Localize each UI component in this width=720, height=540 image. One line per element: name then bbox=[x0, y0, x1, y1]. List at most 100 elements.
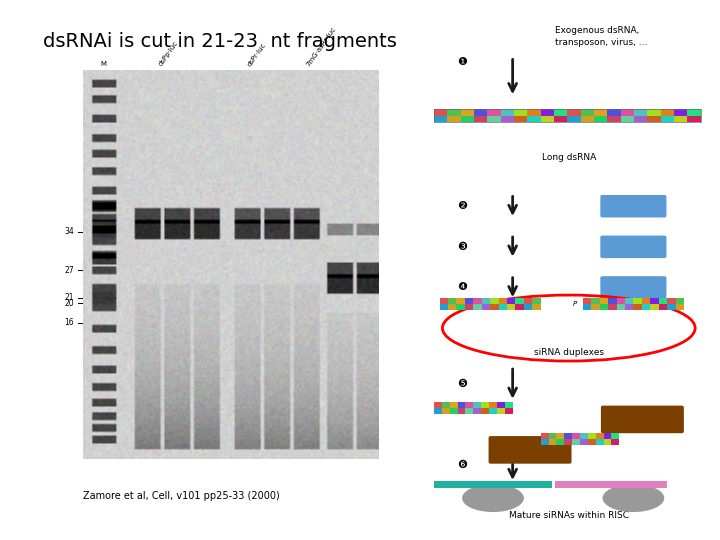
Bar bbox=[611, 438, 619, 445]
Bar bbox=[650, 304, 659, 310]
Bar bbox=[667, 304, 675, 310]
Bar bbox=[510, 481, 518, 488]
Bar bbox=[608, 116, 621, 123]
Text: Long dsRNA: Long dsRNA bbox=[541, 153, 596, 162]
Text: Helicase: Helicase bbox=[498, 446, 538, 454]
Bar bbox=[481, 402, 489, 408]
Bar bbox=[688, 109, 701, 116]
Bar bbox=[448, 298, 456, 304]
Ellipse shape bbox=[603, 484, 665, 512]
Bar bbox=[675, 298, 684, 304]
Text: ❹: ❹ bbox=[457, 282, 467, 293]
Bar bbox=[588, 438, 595, 445]
Bar bbox=[442, 408, 450, 414]
Bar bbox=[594, 116, 608, 123]
Text: Helicase: Helicase bbox=[611, 415, 650, 424]
Text: siRNA duplexes: siRNA duplexes bbox=[534, 348, 604, 357]
Bar bbox=[505, 402, 513, 408]
Bar bbox=[608, 109, 621, 116]
Bar bbox=[476, 481, 485, 488]
Bar bbox=[497, 402, 505, 408]
Bar bbox=[489, 402, 497, 408]
Bar bbox=[442, 481, 451, 488]
Bar bbox=[473, 298, 482, 304]
Bar bbox=[527, 109, 541, 116]
FancyBboxPatch shape bbox=[600, 276, 667, 299]
Bar bbox=[447, 109, 461, 116]
Bar bbox=[647, 116, 661, 123]
Bar bbox=[647, 109, 661, 116]
Bar bbox=[571, 481, 579, 488]
Bar bbox=[603, 438, 611, 445]
Bar bbox=[490, 304, 498, 310]
Text: 16: 16 bbox=[65, 319, 74, 327]
Bar bbox=[461, 109, 474, 116]
Text: ❶: ❶ bbox=[457, 57, 467, 66]
Bar bbox=[532, 298, 541, 304]
Bar bbox=[514, 109, 527, 116]
Text: RISC: RISC bbox=[481, 494, 505, 503]
Bar bbox=[456, 298, 465, 304]
Bar bbox=[498, 304, 507, 310]
Text: M: M bbox=[101, 62, 107, 68]
Bar bbox=[458, 402, 465, 408]
Bar bbox=[572, 438, 580, 445]
Bar bbox=[594, 109, 608, 116]
Bar bbox=[580, 433, 588, 438]
Bar bbox=[603, 481, 611, 488]
Bar bbox=[580, 438, 588, 445]
Bar bbox=[549, 433, 557, 438]
Bar bbox=[474, 109, 487, 116]
Bar bbox=[450, 408, 458, 414]
Bar bbox=[634, 298, 642, 304]
Bar bbox=[625, 298, 634, 304]
Bar bbox=[619, 481, 627, 488]
Bar bbox=[535, 481, 544, 488]
Bar bbox=[448, 304, 456, 310]
Bar bbox=[473, 408, 481, 414]
Bar bbox=[581, 109, 594, 116]
Text: Dicer: Dicer bbox=[620, 202, 647, 211]
Bar bbox=[518, 481, 526, 488]
Bar bbox=[603, 433, 611, 438]
Bar bbox=[434, 402, 442, 408]
Bar bbox=[674, 109, 688, 116]
Text: P: P bbox=[573, 301, 577, 307]
Bar bbox=[451, 481, 459, 488]
Bar bbox=[440, 298, 448, 304]
Text: dsRNAi is cut in 21-23  nt fragments: dsRNAi is cut in 21-23 nt fragments bbox=[43, 32, 397, 51]
Bar bbox=[514, 116, 527, 123]
Bar bbox=[465, 408, 473, 414]
Bar bbox=[481, 408, 489, 414]
Bar bbox=[659, 298, 667, 304]
Bar bbox=[661, 109, 674, 116]
Bar bbox=[564, 433, 572, 438]
Bar bbox=[524, 298, 532, 304]
Bar bbox=[490, 298, 498, 304]
Bar bbox=[591, 298, 600, 304]
Bar bbox=[447, 116, 461, 123]
Bar bbox=[674, 116, 688, 123]
Text: 34: 34 bbox=[64, 227, 74, 236]
Text: ❸: ❸ bbox=[457, 242, 467, 252]
Bar bbox=[650, 298, 659, 304]
Text: dsPp·luc: dsPp·luc bbox=[158, 40, 179, 68]
Bar bbox=[557, 433, 564, 438]
Bar bbox=[434, 408, 442, 414]
Bar bbox=[541, 109, 554, 116]
Text: RISC: RISC bbox=[621, 494, 645, 503]
Text: ❻: ❻ bbox=[457, 460, 467, 470]
Bar bbox=[549, 438, 557, 445]
Text: Zamore et al, Cell, v101 pp25-33 (2000): Zamore et al, Cell, v101 pp25-33 (2000) bbox=[83, 491, 279, 502]
Bar bbox=[459, 481, 468, 488]
Bar bbox=[567, 109, 581, 116]
Bar bbox=[434, 481, 442, 488]
Bar bbox=[482, 304, 490, 310]
Text: Exogenous dsRNA,
transposon, virus, ...: Exogenous dsRNA, transposon, virus, ... bbox=[554, 26, 647, 47]
Bar bbox=[616, 304, 625, 310]
Bar bbox=[465, 402, 473, 408]
Text: 27: 27 bbox=[65, 266, 74, 275]
Bar bbox=[563, 481, 571, 488]
Bar bbox=[450, 402, 458, 408]
Bar bbox=[487, 116, 500, 123]
